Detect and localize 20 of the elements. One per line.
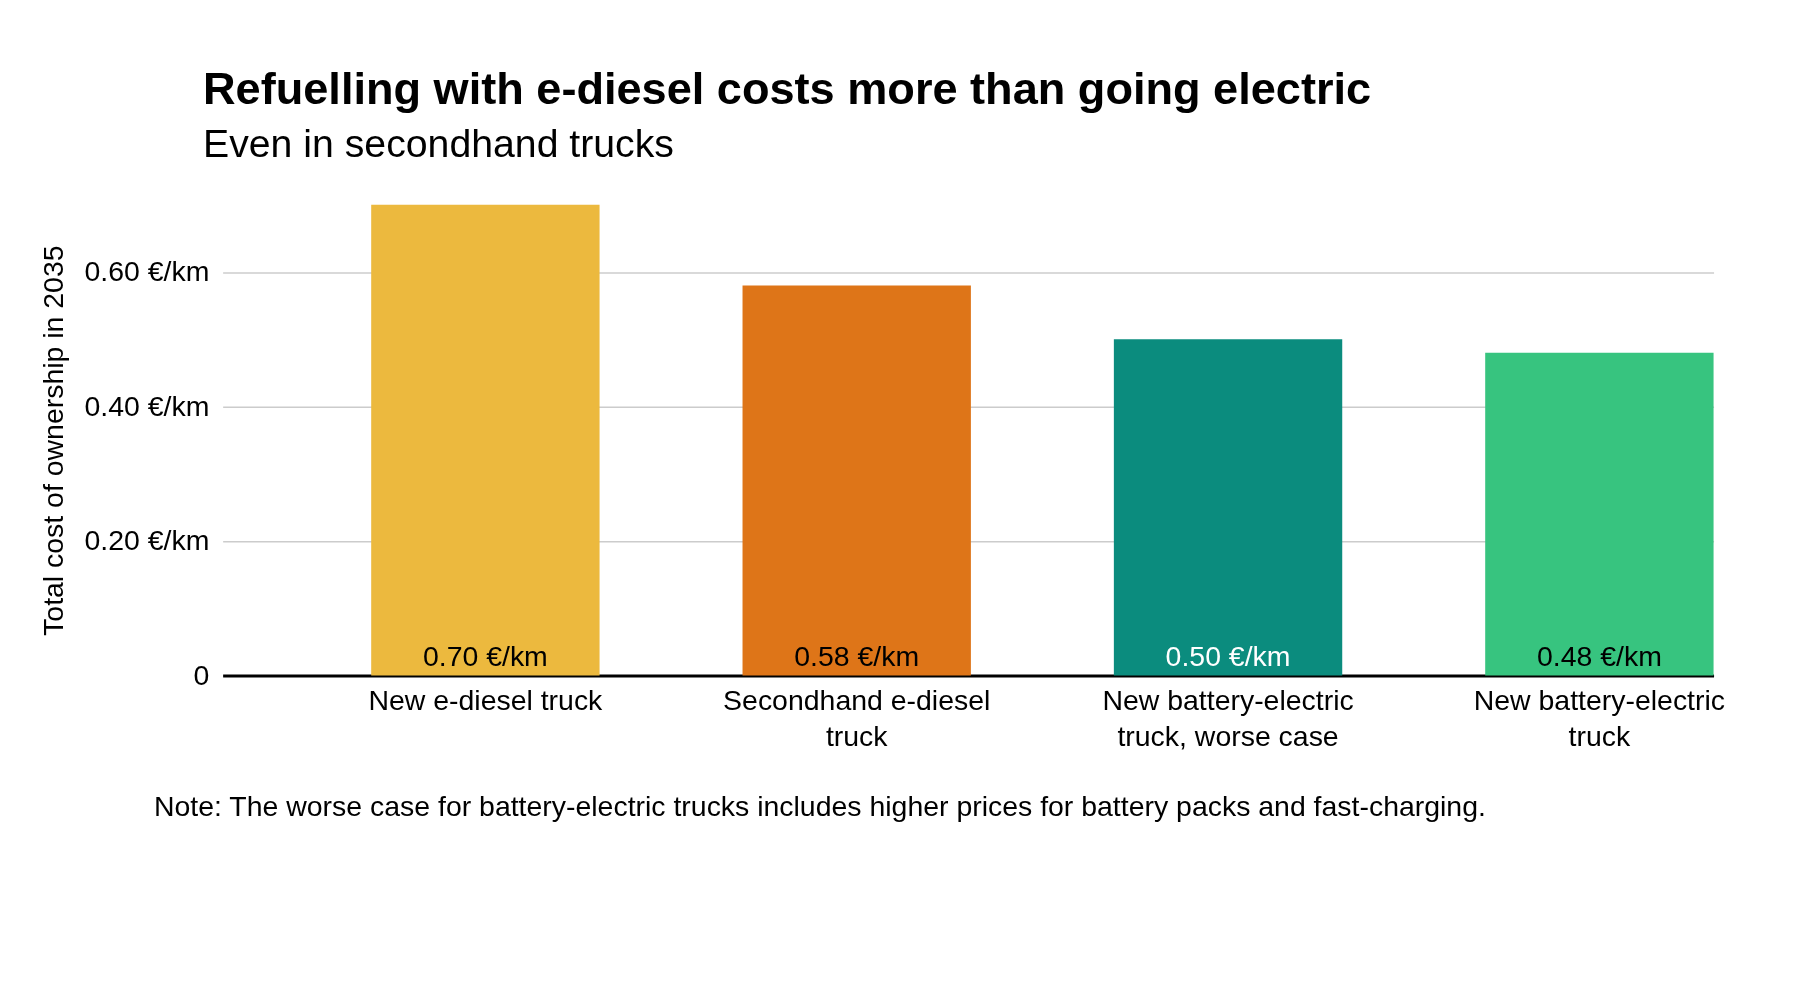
x-tick-label: New battery-electric truck xyxy=(1473,684,1726,752)
data-label: 0.50 €/km xyxy=(1165,639,1291,672)
bar xyxy=(1485,352,1714,676)
bar xyxy=(1113,339,1343,676)
bar xyxy=(742,285,971,676)
y-tick-label: 0.20 €/km xyxy=(84,524,210,557)
data-label: 0.58 €/km xyxy=(794,639,920,672)
chart-subtitle: Even in secondhand trucks xyxy=(203,120,674,165)
data-label: 0.70 €/km xyxy=(422,639,548,672)
x-tick-label: Secondhand e-diesel truck xyxy=(723,684,991,752)
y-tick-label: 0.40 €/km xyxy=(84,389,210,422)
x-tick-label: New battery-electric truck, worse case xyxy=(1102,684,1354,752)
data-label: 0.48 €/km xyxy=(1536,639,1662,672)
y-axis-title: Total cost of ownership in 2035 xyxy=(36,245,69,636)
y-tick-label: 0.60 €/km xyxy=(84,255,210,288)
chart-title: Refuelling with e-diesel costs more than going electric xyxy=(203,62,1372,114)
bar xyxy=(371,204,600,676)
x-tick-label: New e-diesel truck xyxy=(368,684,604,717)
y-tick-label: 0 xyxy=(193,658,210,691)
text: Note: The worse case for battery-electric trucks includes higher prices for battery packs and fast-charging. xyxy=(154,789,1486,822)
